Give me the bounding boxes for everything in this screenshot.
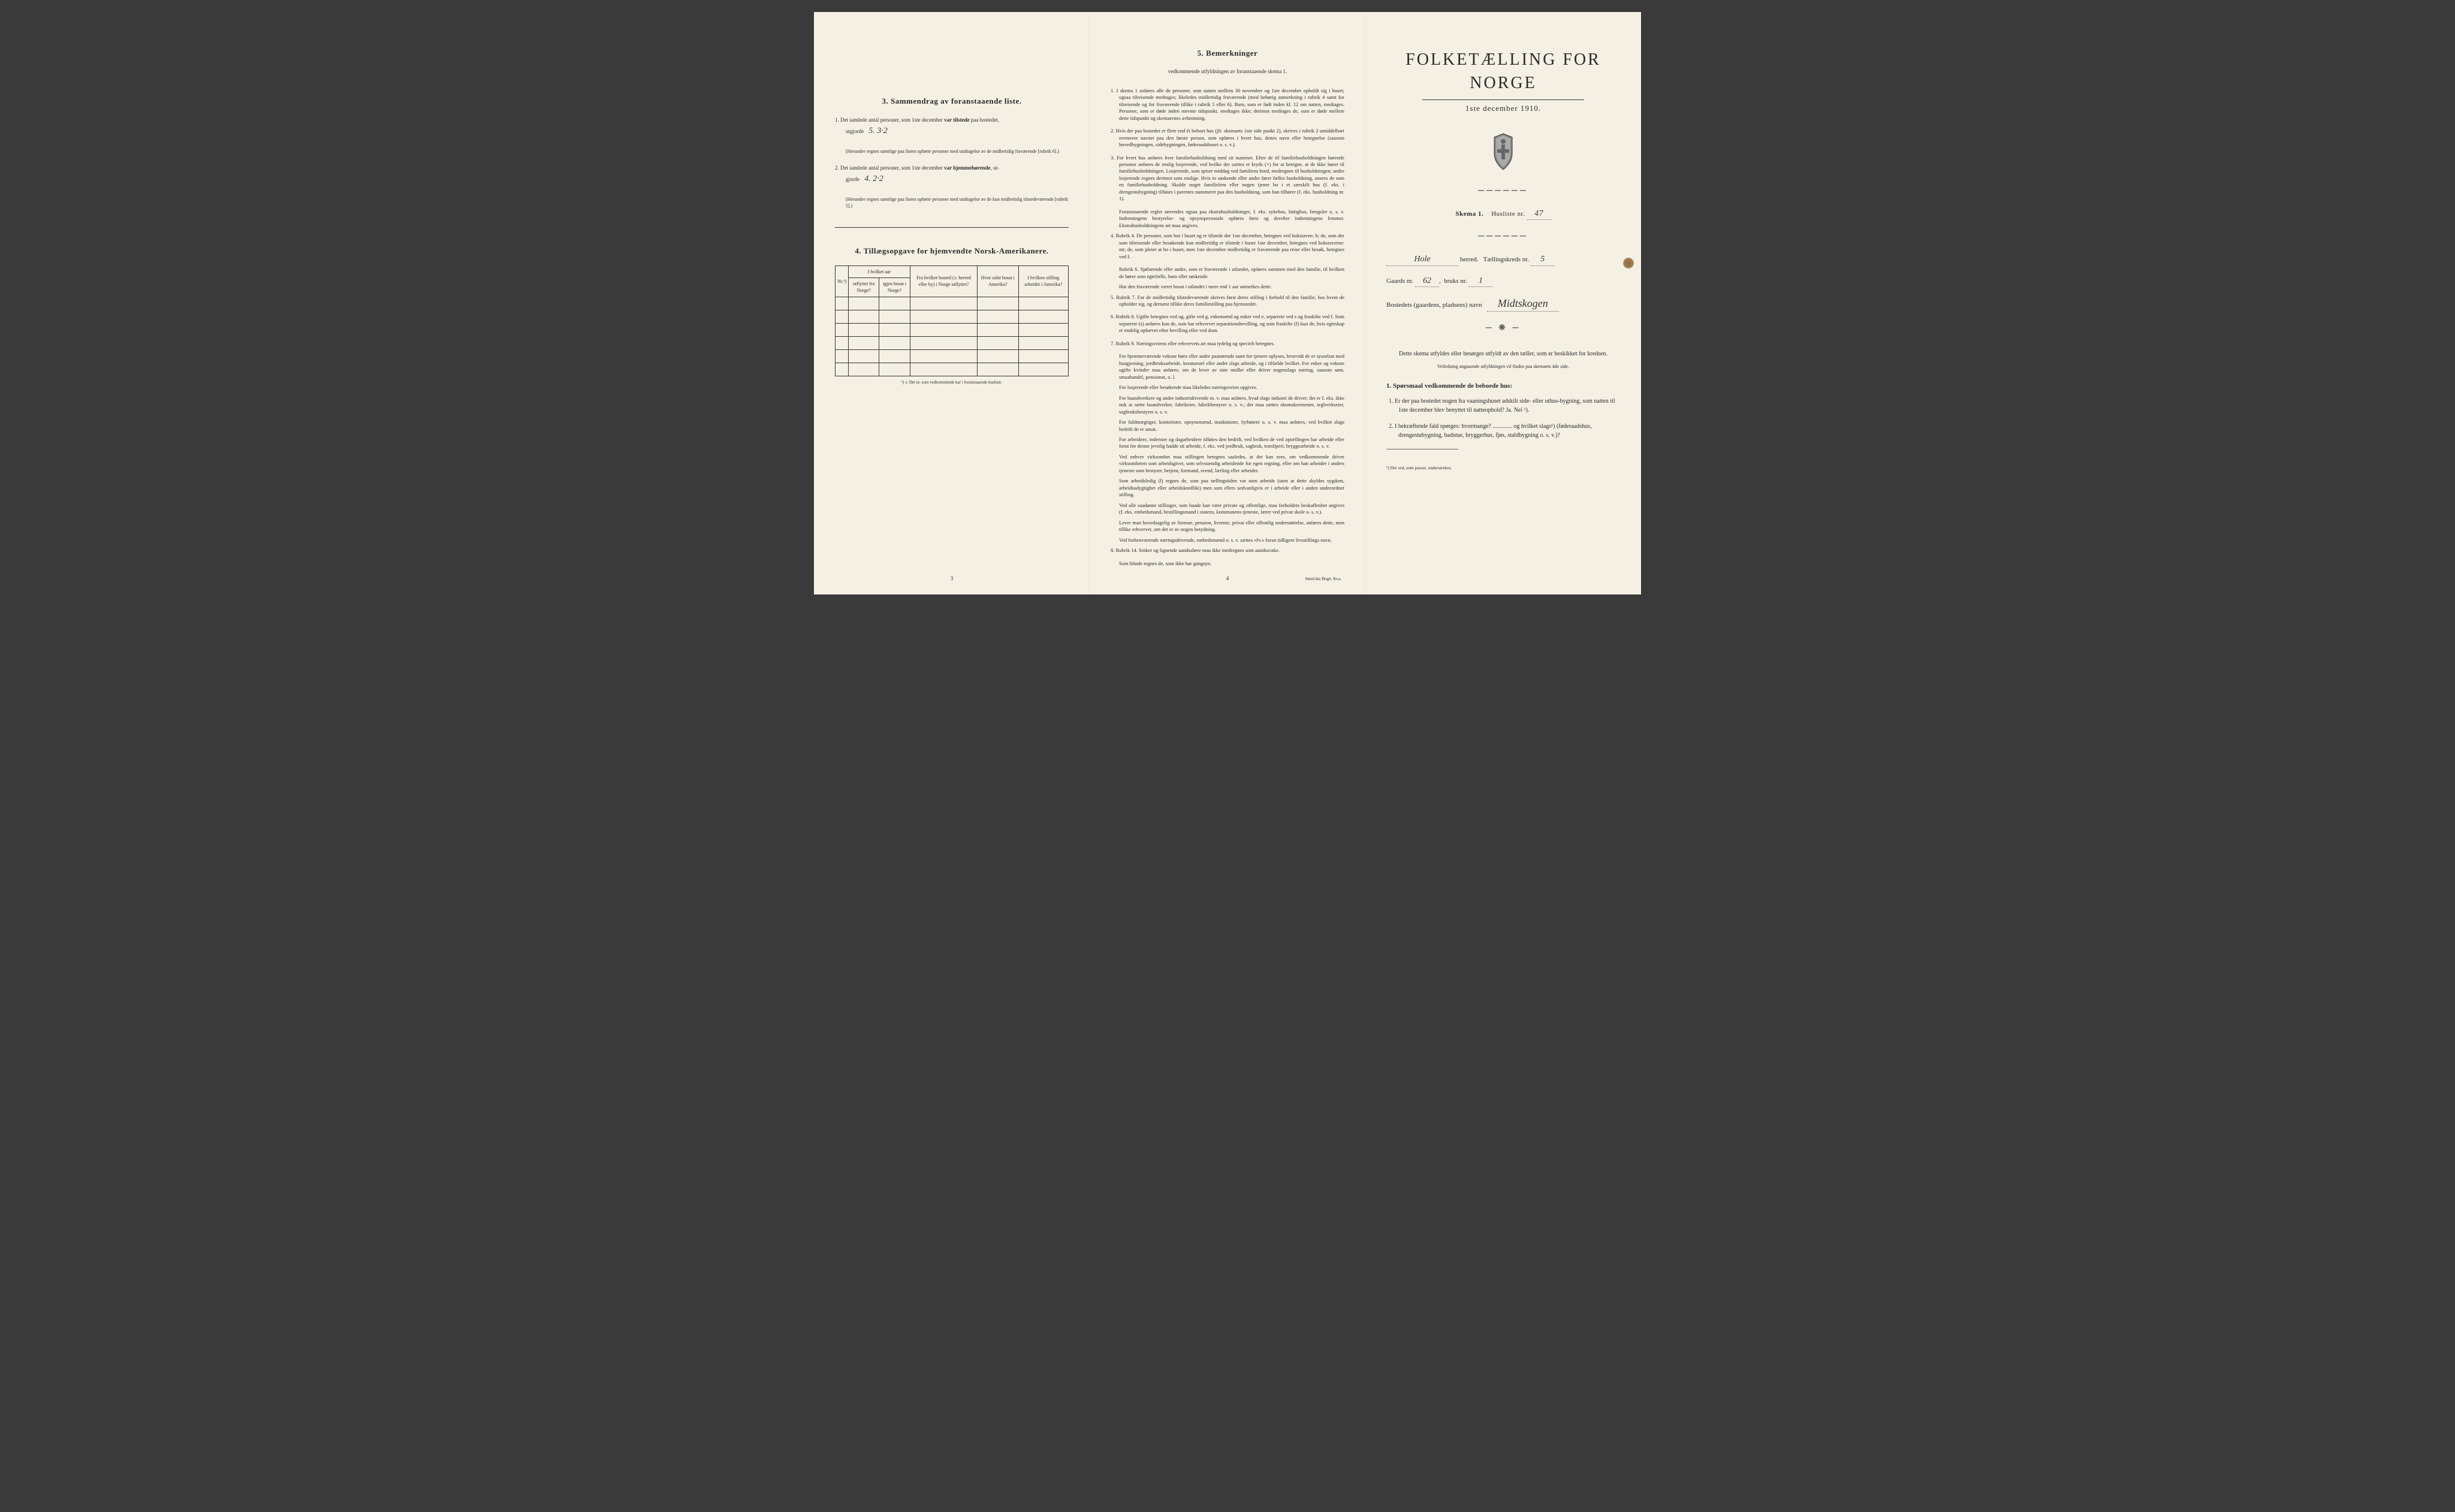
- ornament-divider: ──────: [1386, 185, 1620, 197]
- bemerkninger-subtitle: vedkommende utfyldningen av foranstaaend…: [1111, 68, 1344, 76]
- herred-line: Hole herred. Tællingskreds nr. 5: [1386, 253, 1620, 266]
- section-3-heading: 3. Sammendrag av foranstaaende liste.: [835, 96, 1069, 107]
- herred-name: Hole: [1386, 253, 1458, 266]
- section-4-heading: 4. Tillægsopgave for hjemvendte Norsk-Am…: [835, 246, 1069, 256]
- col-bosat: igjen bosat i Norge?: [879, 278, 910, 297]
- summary-item-1: 1. Det samlede antal personer, som 1ste …: [835, 116, 1069, 138]
- fill-instruction: Dette skema utfyldes eller besørges utfy…: [1386, 349, 1620, 358]
- fill-instruction-sub: Veiledning angaaende utfyldningen vil fi…: [1386, 363, 1620, 370]
- bosted-line: Bostedets (gaardens, pladsens) navn Midt…: [1386, 296, 1620, 312]
- gaards-nr: 62: [1415, 275, 1439, 288]
- table-row: [836, 349, 1069, 363]
- bemerk-7-p4: For fuldmægtiger, kontorister, opsynsmæn…: [1111, 419, 1344, 433]
- bemerk-1: 1. I skema 1 anføres alle de personer, s…: [1111, 87, 1344, 122]
- questions-heading: 1. Spørsmaal vedkommende de beboede hus:: [1386, 382, 1620, 391]
- col-amerika: Hvor sidst bosat i Amerika?: [978, 266, 1018, 297]
- bemerk-7-p5: For arbeidere, inderster og dagarbeidere…: [1111, 436, 1344, 450]
- question-2: 2. I bekræftende fald spørges: hvormange…: [1386, 422, 1620, 440]
- table-row: [836, 363, 1069, 376]
- table-footnote: ¹) ɔ: Det nr. som vedkommende har i fora…: [835, 380, 1069, 386]
- bemerk-7-p3: For haandverkere og andre industridriven…: [1111, 395, 1344, 415]
- table-row: [836, 310, 1069, 323]
- bemerk-4-para1: Rubrik 6. Sjøfarende eller andre, som er…: [1111, 266, 1344, 280]
- bemerk-7-p9: Lever man hovedsagelig av formue, pensio…: [1111, 520, 1344, 533]
- page-number: 3: [951, 575, 954, 583]
- col-aar: I hvilket aar: [849, 266, 910, 278]
- bemerk-5: 5. Rubrik 7. For de midlertidig tilstede…: [1111, 294, 1344, 308]
- ornament-divider: ─ ❋ ─: [1386, 322, 1620, 334]
- bemerk-7-p6: Ved enhver virksomhet maa stillingen bet…: [1111, 454, 1344, 474]
- ornament-divider: ──────: [1386, 231, 1620, 243]
- table-row: [836, 297, 1069, 310]
- question-1: 1. Er der paa bostedet nogen fra vaaning…: [1386, 397, 1620, 415]
- page-4-bemerkninger: 5. Bemerkninger vedkommende utfyldningen…: [1090, 12, 1365, 594]
- bemerk-7-p1: For hjemmeværende voksne børn eller andr…: [1111, 353, 1344, 381]
- bemerk-7-p8: Ved alle saadanne stillinger, som baade …: [1111, 502, 1344, 516]
- bemerk-6: 6. Rubrik 8. Ugifte betegnes ved ug, gif…: [1111, 313, 1344, 334]
- bosted-name: Midtskogen: [1487, 296, 1559, 312]
- table-row: [836, 323, 1069, 336]
- footnote: ¹) Det ord, som passer, understrekes.: [1386, 461, 1620, 472]
- bemerkninger-heading: 5. Bemerkninger: [1111, 48, 1344, 59]
- bemerk-8: 8. Rubrik 14. Sinker og lignende aandssl…: [1111, 547, 1344, 554]
- amerikanere-table: Nr.¹) I hvilket aar Fra hvilket bosted (…: [835, 265, 1069, 376]
- tilstede-count: 5. 3·2: [865, 126, 891, 135]
- page-number: 4: [1226, 575, 1229, 583]
- page-1-title: FOLKETÆLLING FOR NORGE 1ste december 191…: [1365, 12, 1641, 594]
- paper-stain: [1623, 258, 1634, 268]
- bemerk-4: 4. Rubrik 4. De personer, som bor i huse…: [1111, 233, 1344, 260]
- bemerk-8-para: Som blinde regnes de, som ikke har gangs…: [1111, 560, 1344, 567]
- col-nr: Nr.¹): [836, 266, 849, 297]
- skema-line: Skema 1. Husliste nr. 47: [1386, 208, 1620, 221]
- summary-item-2: 2. Det samlede antal personer, som 1ste …: [835, 164, 1069, 186]
- census-date: 1ste december 1910.: [1386, 103, 1620, 114]
- bemerk-7-p7: Som arbeidsledig (l) regnes de, som paa …: [1111, 478, 1344, 498]
- census-document: 3. Sammendrag av foranstaaende liste. 1.…: [814, 12, 1641, 594]
- printer-credit: Steen'ske Bogtr. Kr.a.: [1305, 577, 1341, 583]
- census-title: FOLKETÆLLING FOR NORGE: [1386, 48, 1620, 95]
- bemerk-3: 3. For hvert hus anføres hver familiehus…: [1111, 155, 1344, 203]
- bruks-nr: 1: [1468, 275, 1492, 288]
- bemerk-7-p2: For losjerende eller besøkende maa likel…: [1111, 384, 1344, 391]
- bemerk-4-para2: Har den fraværende været bosat i utlande…: [1111, 283, 1344, 290]
- item1-note: (Herunder regnes samtlige paa listen opf…: [835, 149, 1069, 155]
- bemerk-3-para: Foranstaaende regler anvendes ogsaa paa …: [1111, 209, 1344, 229]
- husliste-nr: 47: [1527, 208, 1551, 221]
- col-stilling: I hvilken stilling arbeidet i Amerika?: [1018, 266, 1068, 297]
- col-utflyttet: utflyttet fra Norge?: [849, 278, 879, 297]
- item2-note: (Herunder regnes samtlige paa listen opf…: [835, 197, 1069, 209]
- bemerk-2: 2. Hvis der paa bostedet er flere end ét…: [1111, 128, 1344, 148]
- bemerk-7: 7. Rubrik 9. Næringsveiens eller erhverv…: [1111, 340, 1344, 347]
- gaards-line: Gaards nr. 62, bruks nr. 1: [1386, 275, 1620, 288]
- col-bosted: Fra hvilket bosted (ɔ: herred eller by) …: [910, 266, 977, 297]
- kreds-nr: 5: [1531, 253, 1555, 266]
- page-3-summary: 3. Sammendrag av foranstaaende liste. 1.…: [814, 12, 1090, 594]
- bemerk-7-p10: Ved forhenværende næringsdrivende, embed…: [1111, 537, 1344, 544]
- table-row: [836, 336, 1069, 349]
- hjemme-count: 4. 2·2: [861, 174, 887, 183]
- coat-of-arms-icon: [1386, 132, 1620, 174]
